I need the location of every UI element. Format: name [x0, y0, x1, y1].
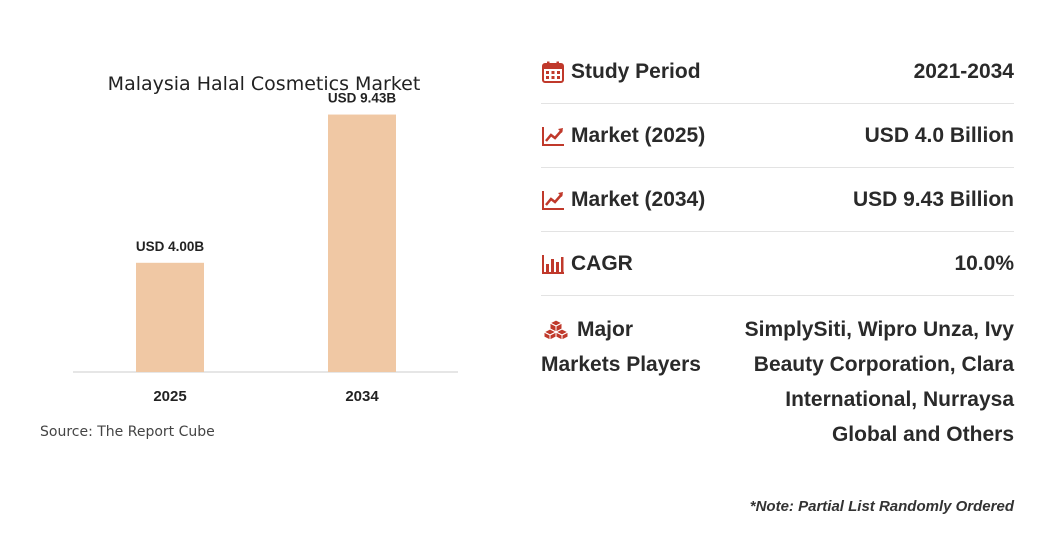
major-players-row: Major Markets Players SimplySiti, Wipro …: [541, 296, 1014, 452]
calendar-icon: [542, 61, 564, 83]
cagr-value: 10.0%: [954, 251, 1014, 275]
market-2034-row: Market (2034) USD 9.43 Billion: [541, 168, 1014, 232]
chart-source: Source: The Report Cube: [40, 424, 215, 440]
study-period-value: 2021-2034: [913, 59, 1014, 83]
cagr-row: CAGR 10.0%: [541, 232, 1014, 296]
cagr-label: CAGR: [571, 251, 633, 275]
chart-panel: Malaysia Halal Cosmetics Market USD 4.00…: [0, 0, 500, 548]
players-label-line2: Markets Players: [541, 353, 701, 376]
bar-2025: [136, 262, 204, 372]
chart-title: Malaysia Halal Cosmetics Market: [108, 73, 421, 95]
x-tick-2025: 2025: [153, 388, 186, 405]
market-2034-label: Market (2034): [571, 187, 706, 211]
market-2025-label: Market (2025): [571, 123, 706, 147]
players-value: SimplySiti, Wipro Unza, Ivy Beauty Corpo…: [744, 318, 1014, 446]
players-label-line1: Major: [577, 318, 634, 341]
market-2025-row: Market (2025) USD 4.0 Billion: [541, 104, 1014, 168]
study-period-label: Study Period: [571, 59, 701, 83]
study-period-row: Study Period 2021-2034: [541, 40, 1014, 104]
trend-up-icon: [542, 190, 564, 210]
bar-chart-icon: [542, 254, 564, 274]
bar-2034: [328, 114, 396, 372]
bar-chart: Malaysia Halal Cosmetics Market USD 4.00…: [73, 73, 458, 405]
data-label-2025: USD 4.00B: [136, 239, 205, 254]
partial-list-note: *Note: Partial List Randomly Ordered: [749, 498, 1014, 515]
cubes-icon: [542, 318, 570, 341]
market-2034-value: USD 9.43 Billion: [852, 187, 1014, 211]
x-tick-2034: 2034: [345, 388, 379, 405]
data-label-2034: USD 9.43B: [328, 91, 397, 106]
market-2025-value: USD 4.0 Billion: [864, 123, 1014, 147]
market-stats-panel: Study Period 2021-2034 Market (2025) USD…: [541, 40, 1014, 452]
trend-up-icon: [542, 126, 564, 146]
